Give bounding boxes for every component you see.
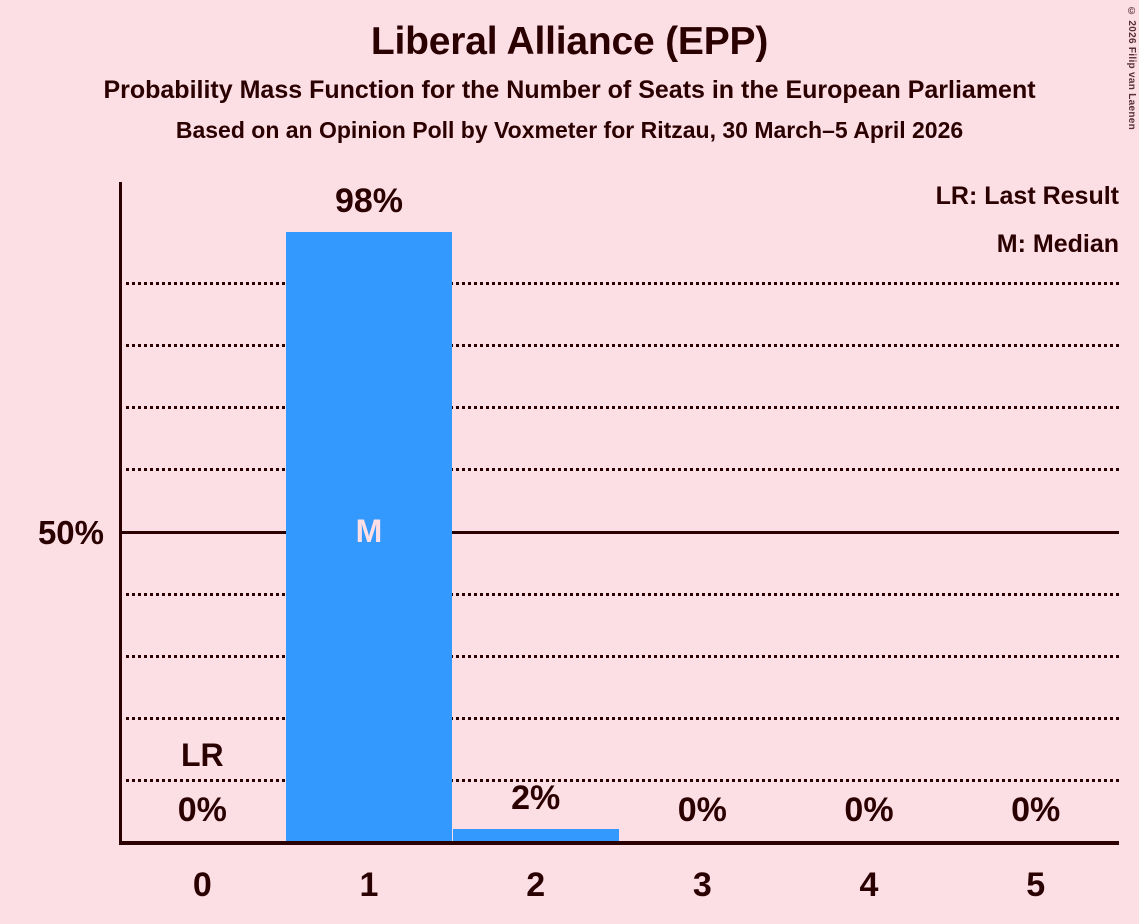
chart-source-note: Based on an Opinion Poll by Voxmeter for… (175, 117, 964, 144)
gridline-minor-80 (119, 344, 1119, 348)
gridline-minor-90 (119, 282, 1119, 286)
chart-header: Liberal Alliance (EPP) Probability Mass … (0, 0, 1139, 142)
gridline-minor-30 (119, 654, 1119, 658)
x-axis-tick-3: 3 (692, 866, 712, 904)
bar-series: 0% LR 98% M 2% 0% 0% 0% (119, 182, 1119, 845)
bar-value-label-4: 0% (844, 791, 894, 829)
legend-entry-median: M: Median (996, 230, 1119, 258)
y-axis-tick-label-50: 50% (37, 514, 104, 551)
y-axis-line (119, 182, 122, 845)
plot-area: 0% LR 98% M 2% 0% 0% 0% (119, 182, 1119, 845)
bar-value-label-3: 0% (677, 791, 727, 829)
bar-marker-median-1: M (355, 512, 383, 549)
x-axis-tick-labels: 0 1 2 3 4 5 (119, 868, 1119, 914)
bar-marker-last-result-0: LR (181, 737, 224, 773)
x-axis-tick-4: 4 (859, 866, 879, 904)
bar-1[interactable] (286, 232, 452, 841)
bar-slot-2: 2% (452, 178, 619, 841)
gridline-minor-10 (119, 778, 1119, 782)
gridline-minor-20 (119, 716, 1119, 720)
x-axis-tick-5: 5 (1026, 866, 1046, 904)
bar-value-label-1: 98% (334, 182, 404, 221)
gridline-minor-70 (119, 406, 1119, 410)
x-axis-line (119, 841, 1119, 845)
x-axis-tick-1: 1 (359, 866, 379, 904)
gridline-minor-60 (119, 468, 1119, 472)
bar-value-label-0: 0% (177, 791, 227, 829)
chart-legend: LR: Last Result M: Median (936, 184, 1119, 280)
bar-slot-4: 0% (786, 178, 952, 841)
bar-value-label-2: 2% (511, 778, 561, 817)
x-axis-tick-2: 2 (526, 866, 546, 904)
gridline-major-50 (119, 530, 1119, 534)
gridline-minor-40 (119, 592, 1119, 596)
bar-slot-3: 0% (619, 178, 785, 841)
copyright-notice: © 2026 Filip van Laenen (1126, 6, 1137, 131)
bar-slot-5: 0% (953, 178, 1119, 841)
bar-2[interactable] (452, 828, 619, 841)
bar-slot-0: 0% LR (119, 178, 285, 841)
page-title: Liberal Alliance (EPP) (370, 20, 769, 63)
chart-subtitle: Probability Mass Function for the Number… (103, 75, 1036, 104)
bar-slot-1: 98% M (286, 178, 452, 841)
bar-value-label-5: 0% (1011, 791, 1061, 829)
legend-entry-last-result: LR: Last Result (935, 182, 1119, 210)
x-axis-tick-0: 0 (192, 866, 212, 904)
